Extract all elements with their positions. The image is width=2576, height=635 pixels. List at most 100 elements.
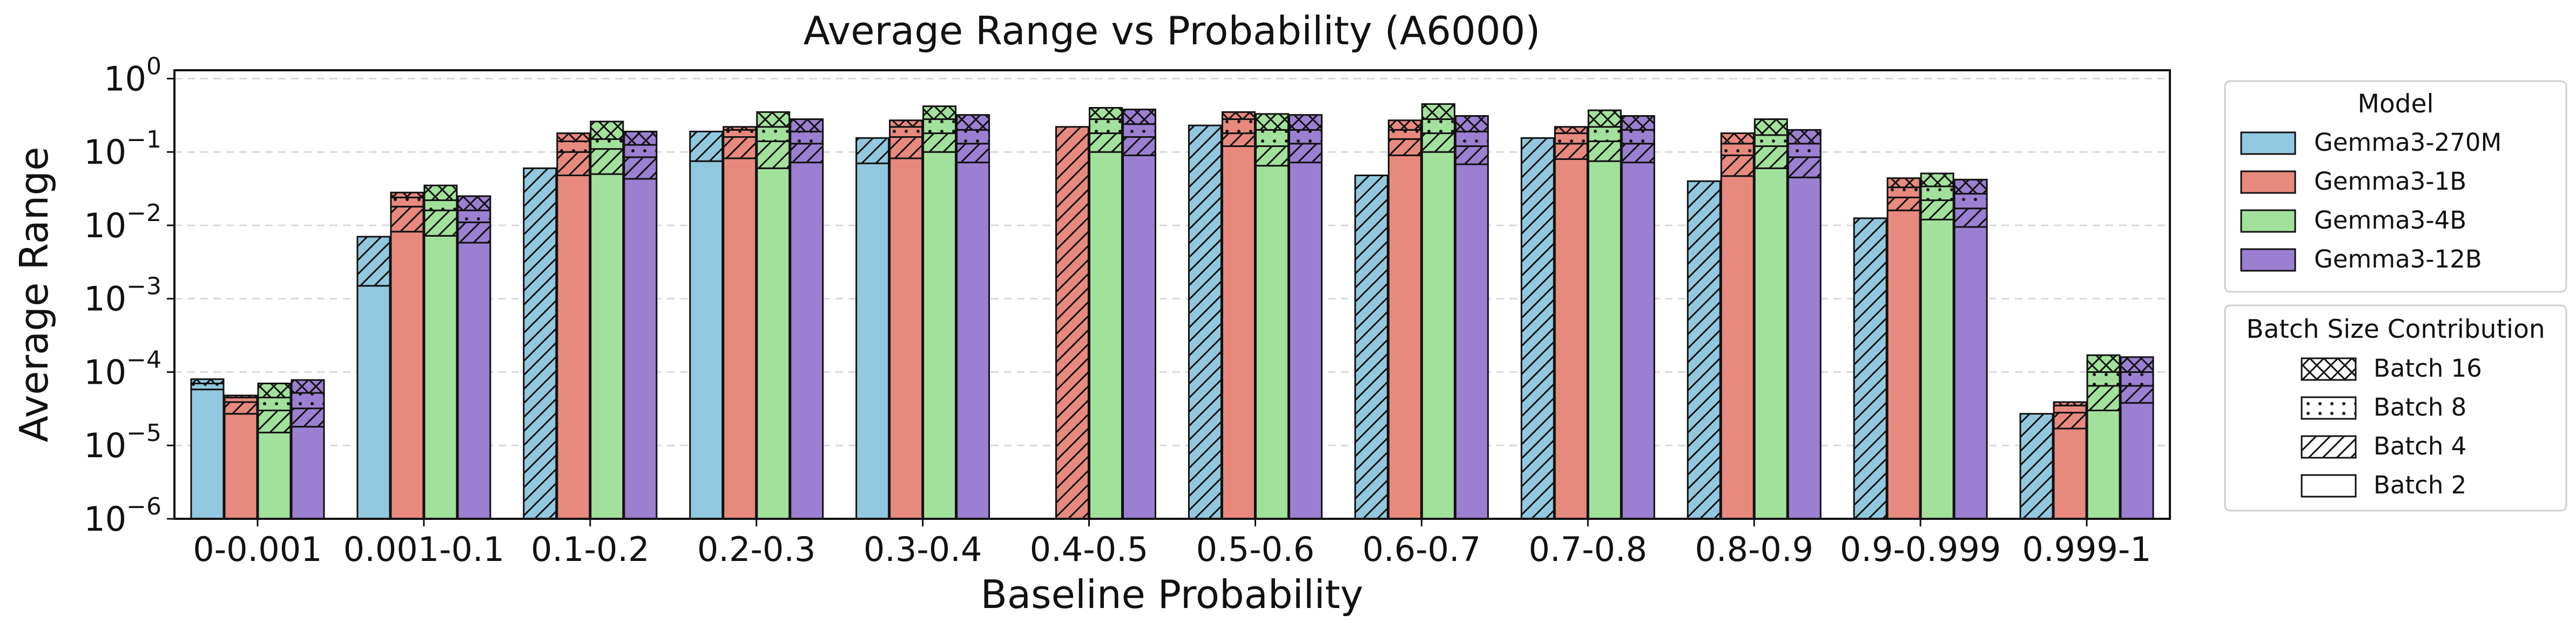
- bar-hatch-b16: [1721, 133, 1754, 144]
- bar-hatch-b16: [723, 126, 756, 130]
- bar-segment-b2: [956, 162, 990, 520]
- bar-hatch-b4: [1422, 133, 1455, 152]
- bar-hatch-b8: [1388, 130, 1421, 139]
- bar-hatch-b8: [1788, 143, 1821, 157]
- bar-hatch-b8: [457, 210, 490, 223]
- bar-hatch-b4: [1921, 200, 1954, 220]
- bar-hatch-b16: [424, 185, 457, 200]
- bar-hatch-b4: [1123, 137, 1156, 156]
- y-tick-label: 10−6: [84, 493, 161, 539]
- bar-hatch-b16: [2121, 357, 2154, 372]
- legend-swatch-hatch: [2302, 397, 2356, 419]
- bar-hatch-b8: [1222, 119, 1255, 133]
- bar-hatch-b8: [1422, 119, 1455, 133]
- bar-hatch-b4: [1887, 197, 1920, 211]
- bar-segment-b2: [457, 242, 491, 520]
- y-axis-title: Average Range: [11, 147, 57, 443]
- legend-label: Batch 2: [2373, 471, 2466, 499]
- bar-segment-b2: [2120, 402, 2154, 520]
- bar-segment-b2: [723, 157, 757, 520]
- bars: [190, 103, 2154, 520]
- bar-hatch-b16: [1089, 108, 1122, 119]
- bar-hatch-b16: [1788, 130, 1821, 144]
- bar-hatch-b8: [1887, 187, 1920, 198]
- bar-hatch-b8: [224, 397, 257, 403]
- bar-hatch-b4: [1688, 181, 1721, 519]
- x-axis: 0-0.001 0.001-0.1 0.1-0.2 0.2-0.3 0.3-0.4 0.4…: [193, 519, 2152, 569]
- bar-hatch-b4: [790, 143, 823, 163]
- bar-segment-b2: [756, 167, 791, 520]
- bar-hatch-b4: [523, 168, 556, 519]
- legend-batch-title: Batch Size Contribution: [2246, 315, 2545, 344]
- y-tick-label: 10−2: [84, 199, 161, 245]
- bar-hatch-b4: [757, 141, 790, 169]
- bar-hatch-b16: [291, 380, 324, 393]
- bar-hatch-b4: [624, 157, 657, 179]
- y-axis: 10−6 10−5 10−4 10−3 10−2 10−1 100: [84, 52, 174, 539]
- y-tick-label: 10−5: [84, 419, 161, 465]
- bar-hatch-b8: [2087, 372, 2120, 386]
- legend-model-title: Model: [2357, 89, 2433, 119]
- y-tick-label: 10−4: [84, 346, 161, 392]
- bar-hatch-b16: [889, 120, 922, 127]
- bar-segment-b2: [190, 389, 225, 520]
- legend-swatch: [2240, 170, 2296, 194]
- bar-hatch-b8: [1555, 133, 1588, 144]
- bar-hatch-b16: [1222, 112, 1255, 119]
- bar-hatch-b4: [1854, 218, 1887, 519]
- bar-hatch-b16: [956, 115, 989, 130]
- bar-hatch-b4: [1555, 143, 1588, 159]
- bar-hatch-b8: [191, 383, 224, 390]
- bar-segment-b2: [689, 160, 724, 520]
- bar-segment-b2: [556, 174, 591, 520]
- bar-hatch-b8: [956, 130, 989, 144]
- bar-hatch-b8: [1755, 135, 1788, 146]
- bar-hatch-b4: [1755, 146, 1788, 169]
- bar-hatch-b8: [2054, 405, 2087, 413]
- legend-swatch: [2240, 209, 2296, 233]
- bar-hatch-b4: [1189, 125, 1222, 519]
- bar-hatch-b4: [1289, 143, 1322, 163]
- bar-hatch-b8: [1289, 130, 1322, 144]
- bar-hatch-b16: [457, 196, 490, 211]
- bar-hatch-b4: [1622, 143, 1655, 163]
- bar-hatch-b8: [424, 200, 457, 211]
- bar-hatch-b8: [723, 130, 756, 137]
- bar-hatch-b4: [956, 143, 989, 163]
- bar-hatch-b4: [1588, 141, 1621, 162]
- legend-swatch: [2240, 131, 2296, 155]
- bar-hatch-b4: [424, 210, 457, 236]
- bar-hatch-b4: [1056, 126, 1089, 519]
- bar-segment-b2: [1255, 165, 1289, 520]
- bar-segment-b2: [1387, 154, 1422, 520]
- bar-hatch-b4: [1222, 133, 1255, 146]
- bar-segment-b2: [291, 426, 325, 520]
- bar-hatch-b8: [1721, 143, 1754, 156]
- plot-frame: [173, 69, 2171, 520]
- bar-hatch-b4: [2020, 413, 2053, 519]
- y-tick-label: 10−1: [84, 126, 161, 172]
- bar-hatch-b16: [790, 119, 823, 132]
- bar-hatch-b4: [1455, 146, 1488, 164]
- bar-segment-b2: [1754, 167, 1788, 520]
- bar-hatch-b8: [590, 139, 623, 149]
- bar-hatch-b4: [291, 408, 324, 427]
- bar-segment-b2: [423, 235, 458, 520]
- bar-hatch-b16: [1588, 110, 1621, 127]
- bar-hatch-b16: [1954, 179, 1987, 194]
- bar-segment-b2: [1920, 218, 1954, 520]
- bar-segment-b2: [1454, 163, 1489, 520]
- bar-hatch-b16: [1289, 115, 1322, 130]
- x-tick-label: 0.999-1: [2022, 530, 2151, 569]
- bar-segment-b2: [356, 285, 391, 520]
- bar-hatch-b4: [1089, 133, 1122, 152]
- x-tick-label: 0.2-0.3: [697, 530, 816, 569]
- bar-segment-b2: [224, 413, 258, 520]
- legend-batch: Batch Size Contribution Batch 16 Batch 8 B…: [2224, 304, 2567, 512]
- bar-segment-b2: [1886, 209, 1921, 520]
- bar-segment-b2: [1720, 175, 1755, 520]
- x-tick-label: 0.5-0.6: [1196, 530, 1315, 569]
- bar-hatch-b4: [557, 152, 590, 176]
- bar-hatch-b4: [1521, 138, 1554, 519]
- legend-swatch-hatch: [2302, 436, 2356, 458]
